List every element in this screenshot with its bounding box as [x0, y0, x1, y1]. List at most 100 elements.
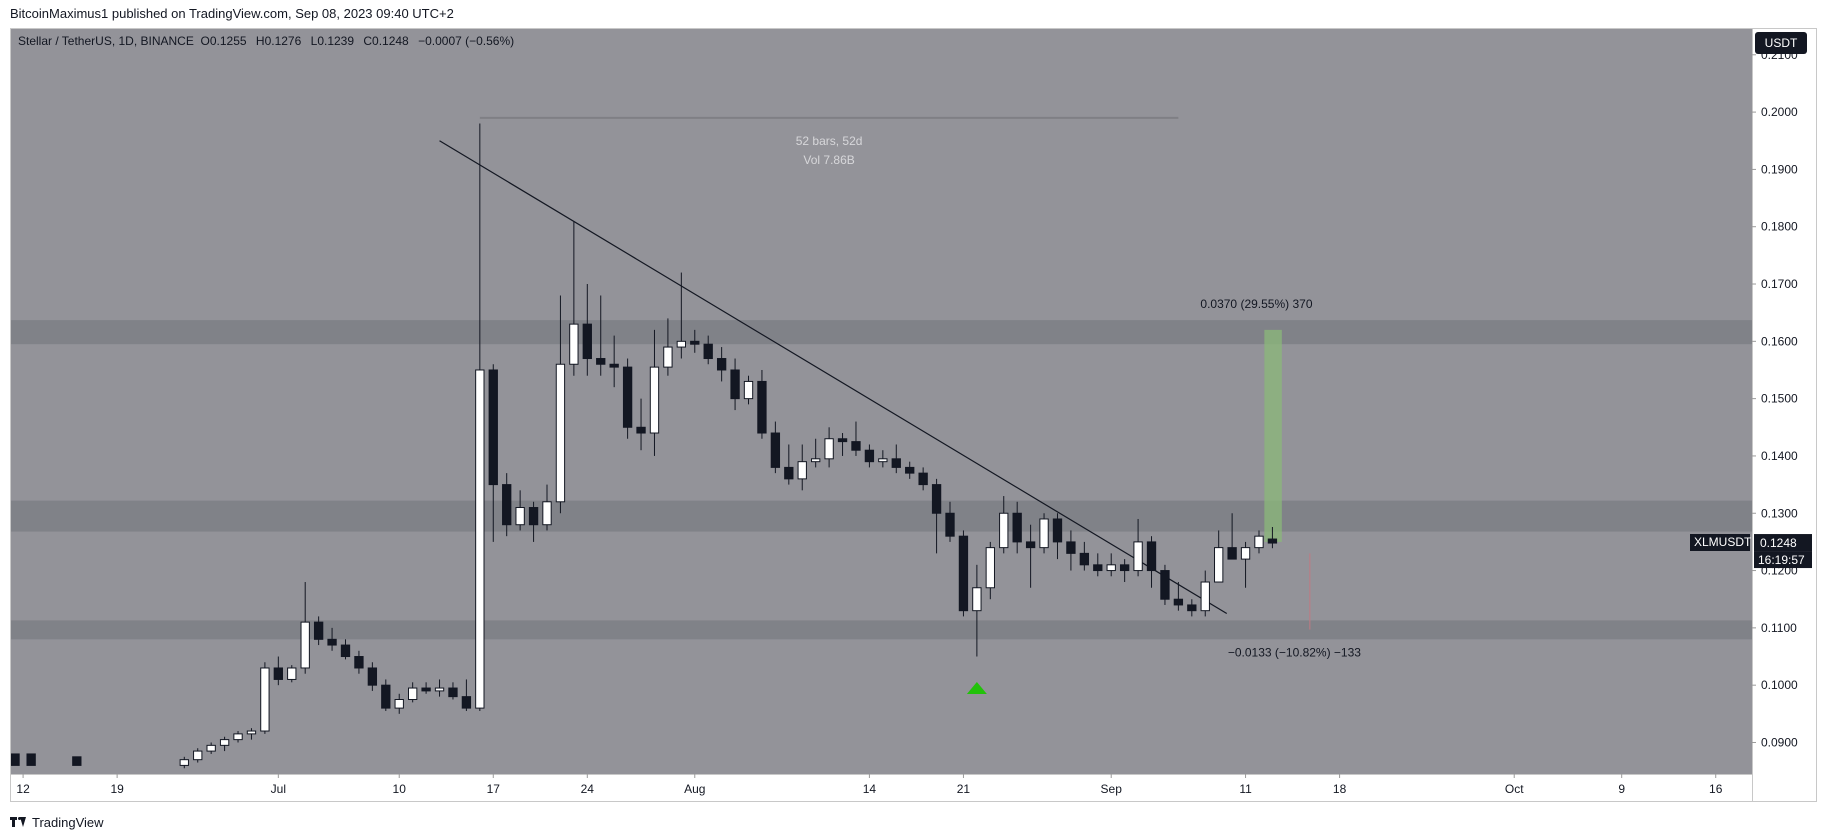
candle: [905, 461, 915, 479]
legend-open-label: O: [200, 34, 210, 48]
candle-body: [811, 458, 821, 463]
candle-body: [878, 458, 888, 463]
footer-brand[interactable]: TradingView: [10, 812, 104, 832]
candle: [542, 484, 552, 531]
candle-body: [1133, 541, 1143, 572]
y-tick-label: 0.1400: [1761, 449, 1798, 463]
candle-body: [1187, 604, 1197, 612]
candle-body: [475, 369, 485, 709]
candle: [1012, 501, 1022, 554]
date-range-volume-label: Vol 7.86B: [803, 153, 854, 167]
candle-body: [743, 380, 754, 400]
plot-background: [11, 29, 1752, 774]
candle-body: [1012, 512, 1022, 543]
candle: [233, 731, 243, 743]
currency-button[interactable]: USDT: [1755, 32, 1807, 54]
candle-body: [851, 441, 861, 451]
candle: [475, 123, 485, 711]
candle-body: [233, 733, 243, 741]
support-resistance-zone-2: [11, 500, 1752, 532]
candle-body: [367, 667, 378, 686]
x-tick-label: 24: [581, 782, 595, 796]
candle-body: [219, 739, 230, 746]
candle-body: [1214, 547, 1224, 583]
candle: [985, 541, 995, 600]
candle-body: [622, 366, 633, 428]
y-tick-label: 0.1900: [1761, 162, 1798, 176]
candle: [381, 679, 391, 711]
candle: [448, 682, 458, 700]
candle: [716, 347, 727, 382]
candle-body: [394, 699, 404, 709]
candle: [609, 335, 619, 388]
candle-body: [730, 369, 740, 400]
candle-body: [1240, 547, 1251, 560]
candle-body: [931, 484, 942, 514]
candle-body: [1200, 581, 1210, 612]
candle: [260, 662, 270, 734]
candle-body: [1227, 547, 1237, 560]
measure-up-box: [1264, 329, 1282, 542]
x-tick-label: 9: [1618, 782, 1625, 796]
price-chart[interactable]: 52 bars, 52d Vol 7.86B 0.0370 (29.55%) 370…: [11, 29, 1816, 801]
legend-high-label: H: [255, 34, 265, 48]
candle: [1146, 536, 1157, 588]
legend-open-value: 0.1255: [209, 34, 247, 48]
candle-body: [26, 753, 36, 766]
footer-brand-label: TradingView: [32, 814, 104, 830]
candle-body: [1093, 564, 1103, 572]
candle-body: [582, 323, 592, 360]
publisher-line: BitcoinMaximus1 published on TradingView…: [10, 6, 454, 21]
candle: [676, 272, 687, 359]
candle-body: [824, 438, 834, 460]
x-tick-label: Jul: [271, 782, 286, 796]
candle-body: [555, 363, 566, 503]
candle-body: [1160, 570, 1170, 600]
candle-body: [716, 358, 727, 371]
price-badge: [1754, 534, 1812, 552]
candle: [434, 679, 445, 697]
y-tick-label: 0.1600: [1761, 334, 1798, 348]
candle-body: [1254, 535, 1264, 549]
candle-body: [502, 484, 512, 526]
candle-body: [918, 472, 928, 486]
countdown-badge: [1754, 551, 1812, 569]
candle-body: [246, 730, 257, 735]
candle: [636, 398, 646, 451]
candle-body: [690, 340, 700, 345]
candle: [300, 582, 310, 674]
candle-body: [421, 687, 431, 692]
candle-body: [542, 501, 552, 526]
candle: [743, 375, 754, 405]
x-tick-label: 17: [487, 782, 501, 796]
x-tick-label: 10: [393, 782, 407, 796]
candle: [1039, 513, 1049, 554]
candle: [502, 473, 512, 537]
candle: [824, 427, 834, 468]
candle: [730, 358, 740, 411]
candle-body: [985, 547, 995, 589]
candle: [958, 530, 969, 617]
candle: [918, 467, 928, 491]
candle: [582, 284, 592, 376]
candle: [770, 421, 781, 474]
candle-body: [1066, 541, 1076, 554]
candle: [663, 318, 673, 376]
candle: [461, 679, 472, 711]
candle-body: [528, 507, 539, 526]
x-tick-label: 19: [110, 782, 124, 796]
candle: [931, 478, 942, 554]
candle-body: [313, 621, 324, 640]
candle-body: [757, 380, 767, 434]
candle: [622, 358, 633, 439]
candle: [690, 329, 700, 353]
candle-body: [676, 340, 687, 348]
measure-down-label: −0.0133 (−10.82%) −133: [1228, 646, 1361, 660]
candle-body: [1025, 541, 1036, 549]
candle: [703, 335, 713, 365]
candle-body: [649, 366, 660, 434]
candle-body: [958, 535, 969, 612]
x-tick-label: 12: [16, 782, 30, 796]
time-axis-background: [11, 774, 1752, 801]
symbol-legend: Stellar / TetherUS, 1D, BINANCE O0.1255 …: [18, 34, 514, 48]
